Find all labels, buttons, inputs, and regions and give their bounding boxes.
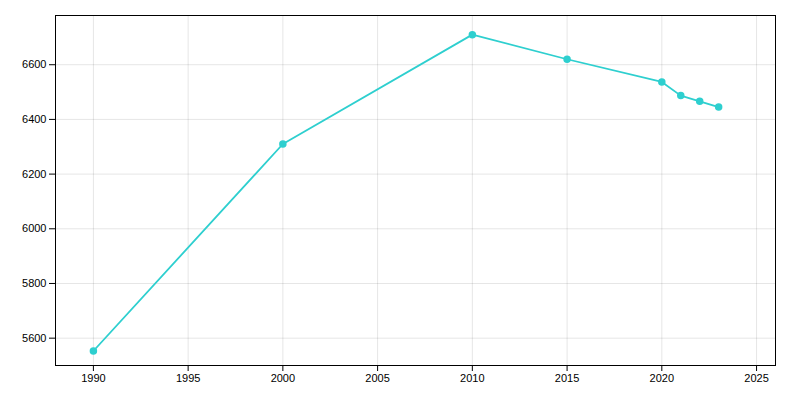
svg-text:2025: 2025 (744, 372, 768, 384)
svg-text:6000: 6000 (22, 222, 46, 234)
svg-text:2020: 2020 (650, 372, 674, 384)
svg-text:6200: 6200 (22, 168, 46, 180)
svg-text:2010: 2010 (460, 372, 484, 384)
svg-text:5600: 5600 (22, 332, 46, 344)
svg-text:5800: 5800 (22, 277, 46, 289)
svg-text:2005: 2005 (365, 372, 389, 384)
svg-text:6400: 6400 (22, 113, 46, 125)
svg-text:2000: 2000 (271, 372, 295, 384)
svg-text:6600: 6600 (22, 58, 46, 70)
svg-text:2015: 2015 (555, 372, 579, 384)
svg-text:1990: 1990 (81, 372, 105, 384)
svg-text:1995: 1995 (176, 372, 200, 384)
